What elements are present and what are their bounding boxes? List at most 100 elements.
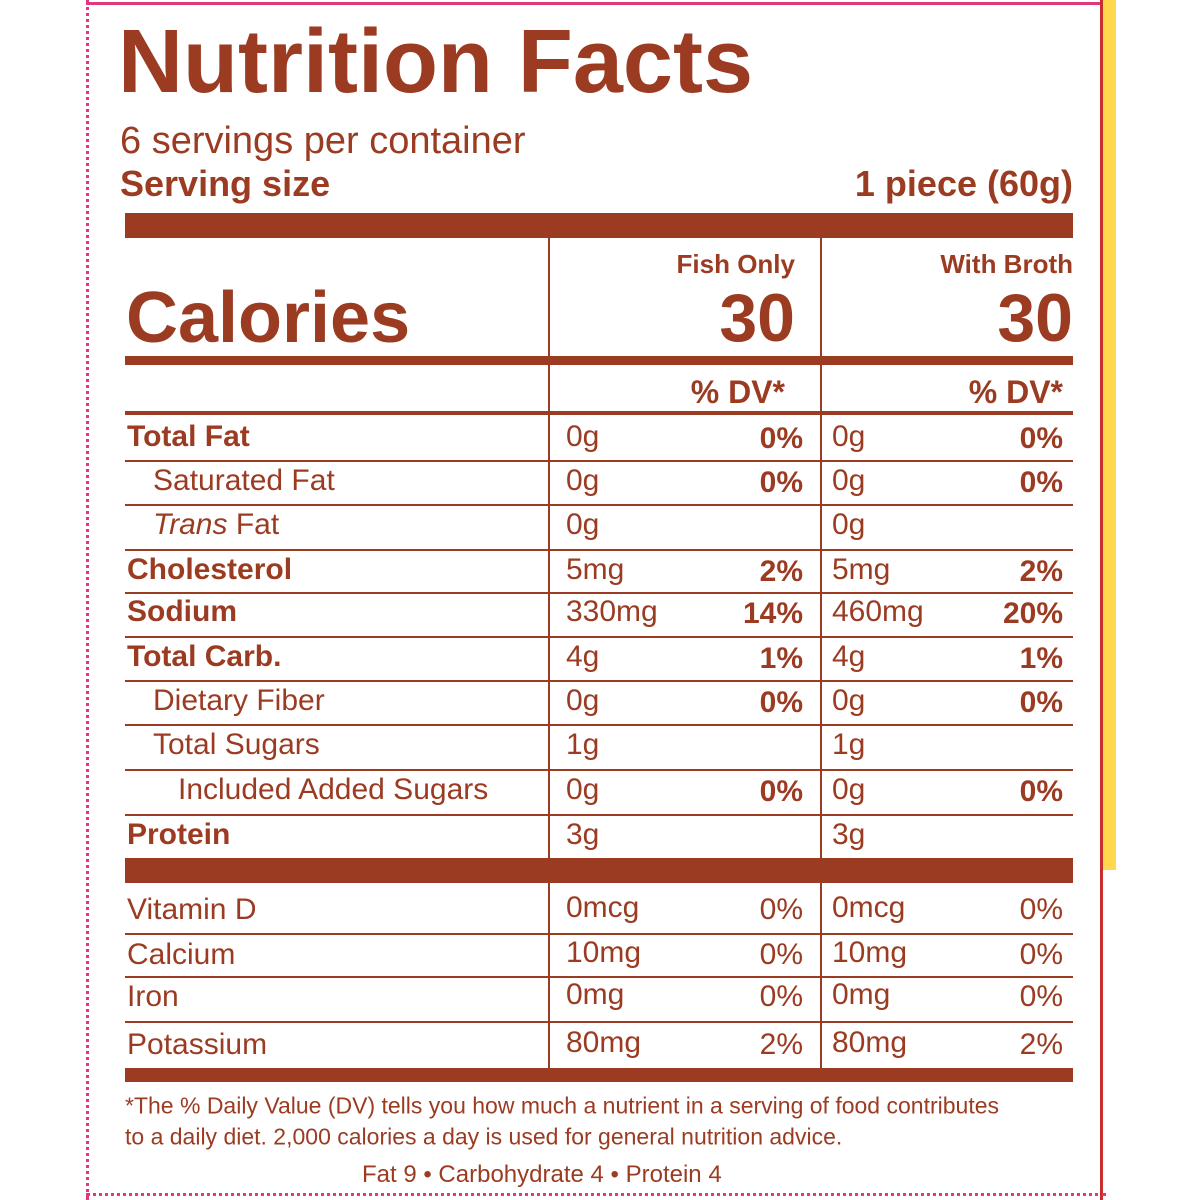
amount: 0g [832,508,866,541]
nutrient-label: Saturated Fat [153,464,335,497]
amount: 0g [566,420,600,453]
amount: 1g [832,728,866,761]
amount: 460mg [832,595,924,628]
calories-value: 30 [719,280,795,356]
daily-value: 0% [1019,775,1063,808]
italic-label: Trans [153,508,228,541]
top-border [86,2,1106,5]
amount: 5mg [566,553,625,586]
column-divider [820,238,822,1068]
row-rule [125,460,1073,462]
daily-value: 0% [759,938,803,971]
nutrient-label: Dietary Fiber [153,684,325,717]
amount: 1g [566,728,600,761]
row-rule [125,814,1073,816]
amount: 330mg [566,595,658,628]
row-rule [125,1021,1073,1023]
amount: 4g [832,640,866,673]
daily-value: 14% [742,597,803,630]
amount: 4g [566,640,600,673]
daily-value: 0% [1019,422,1063,455]
nutrient-label: Trans Fat [153,510,279,540]
right-border [1100,0,1103,1200]
column-heading: With Broth [940,249,1073,279]
rule [125,411,1073,415]
daily-value: 0% [1019,980,1063,1013]
nutrient-label: Protein [127,818,231,851]
row-rule [125,636,1073,638]
daily-value: 0% [759,893,803,926]
daily-value: 0% [759,422,803,455]
amount: 0mcg [832,891,906,924]
row-rule [125,592,1073,594]
amount: 3g [832,818,866,851]
daily-value: 2% [1019,1028,1063,1061]
serving-size-label: Serving size [120,163,331,204]
daily-value: 0% [759,775,803,808]
daily-value: 0% [1019,938,1063,971]
daily-value: 2% [759,1028,803,1061]
daily-value: 0% [1019,893,1063,926]
amount: 0g [832,464,866,497]
nutrient-label: Sodium [127,595,237,628]
amount: 0g [832,684,866,717]
serving-size-value: 1 piece (60g) [854,163,1073,204]
row-rule [125,680,1073,682]
bottom-border [86,1193,1106,1196]
nutrient-label: Cholesterol [127,553,293,586]
footnote: *The % Daily Value (DV) tells you how mu… [125,1092,999,1119]
daily-value: 0% [759,686,803,719]
amount: 0mg [566,978,625,1011]
amount: 0mcg [566,891,640,924]
vitamin-label: Potassium [127,1028,268,1061]
label-text: Fat [235,508,280,541]
column-heading: Fish Only [676,249,795,279]
title: Nutrition Facts [118,12,754,112]
nutrient-label: Total Fat [127,420,250,453]
right-strip [1102,0,1116,870]
nutrient-label: Included Added Sugars [178,773,489,806]
calories-per-gram: Fat 9 • Carbohydrate 4 • Protein 4 [362,1161,722,1188]
amount: 0g [832,773,866,806]
daily-value: 20% [1002,597,1063,630]
left-border [86,0,93,1200]
daily-value: 0% [1019,686,1063,719]
dv-heading: % DV* [968,374,1063,410]
row-rule [125,504,1073,506]
amount: 0g [566,773,600,806]
daily-value: 0% [759,980,803,1013]
thick-rule [125,858,1073,883]
dv-heading: % DV* [690,374,785,410]
footnote: to a daily diet. 2,000 calories a day is… [125,1123,843,1150]
row-rule [125,933,1073,935]
amount: 0g [566,464,600,497]
rule [125,356,1073,365]
servings: 6 servings per container [120,120,526,162]
daily-value: 0% [759,466,803,499]
calories-value: 30 [997,280,1073,356]
column-divider [548,238,550,1068]
amount: 80mg [832,1026,908,1059]
daily-value: 0% [1019,466,1063,499]
row-rule [125,549,1073,551]
amount: 0mg [832,978,891,1011]
daily-value: 2% [759,555,803,588]
nutrient-label: Total Carb. [127,640,282,673]
vitamin-label: Iron [127,980,179,1013]
amount: 0g [832,420,866,453]
vitamin-label: Vitamin D [127,893,257,926]
amount: 0g [566,684,600,717]
daily-value: 2% [1019,555,1063,588]
amount: 5mg [832,553,891,586]
amount: 10mg [566,936,642,969]
row-rule [125,976,1073,978]
amount: 80mg [566,1026,642,1059]
row-rule [125,769,1073,771]
daily-value: 1% [759,642,803,675]
calories-label: Calories [126,278,411,358]
nutrient-label: Total Sugars [153,728,320,761]
daily-value: 1% [1019,642,1063,675]
amount: 10mg [832,936,908,969]
row-rule [125,724,1073,726]
